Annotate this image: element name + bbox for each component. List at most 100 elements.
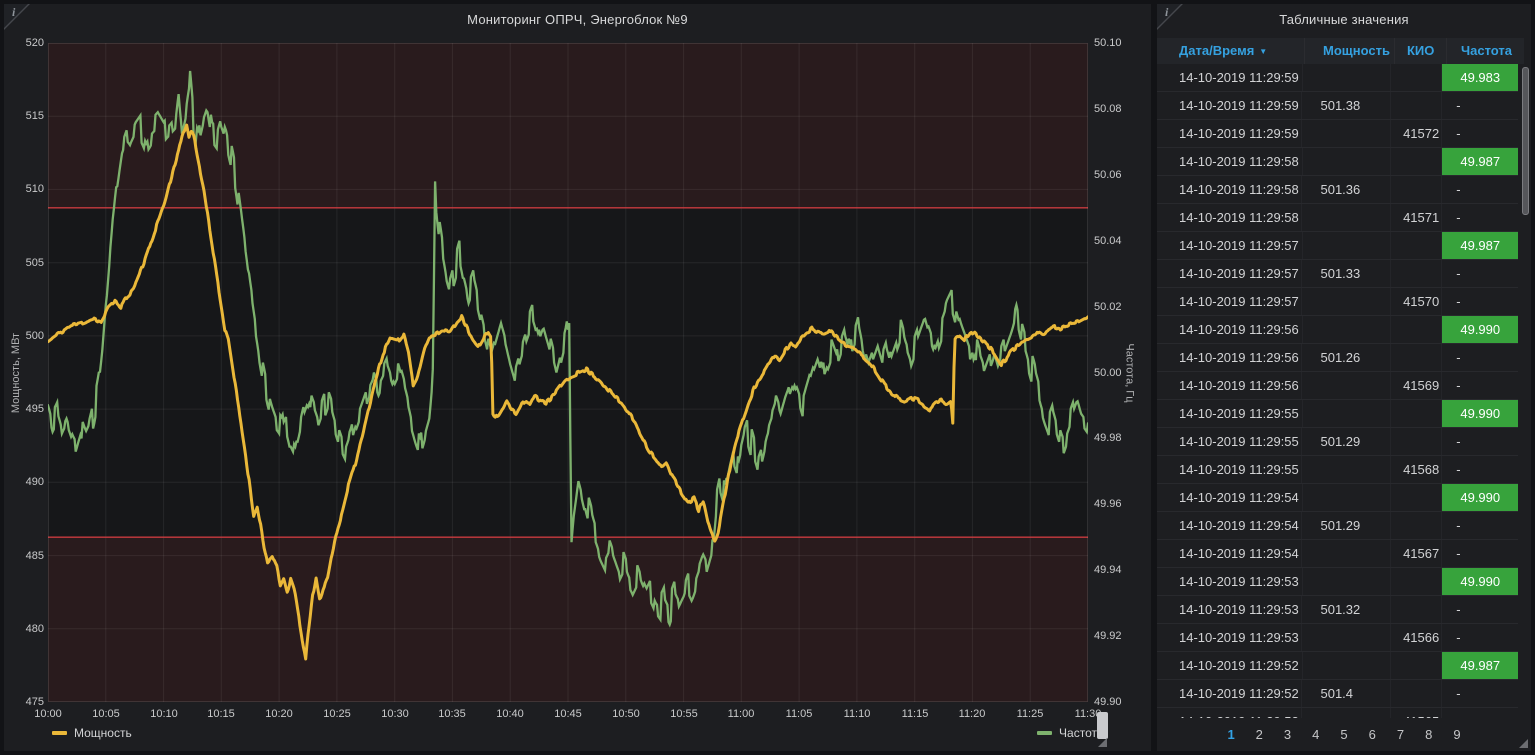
- timeseries-plot[interactable]: [48, 43, 1088, 702]
- table-row: 14-10-2019 11:29:56501.26-: [1157, 344, 1518, 372]
- cell-frequency: -: [1442, 512, 1518, 539]
- cell-kio: [1391, 260, 1442, 287]
- y-axis-left-tick-label: 495: [6, 403, 44, 415]
- y-axis-right-tick-label: 49.94: [1094, 564, 1140, 576]
- chart-panel-title[interactable]: Мониторинг ОПРЧ, Энергоблок №9: [4, 12, 1151, 27]
- cell-frequency-highlighted: 49.983: [1442, 64, 1518, 91]
- cell-power: [1302, 540, 1391, 567]
- grafana-dashboard: i Мониторинг ОПРЧ, Энергоблок №9 Мощност…: [0, 0, 1535, 755]
- cell-frequency: -: [1442, 176, 1518, 203]
- table-row: 14-10-2019 11:29:5741570-: [1157, 288, 1518, 316]
- cell-power: 501.4: [1302, 680, 1391, 707]
- cell-kio: [1391, 512, 1442, 539]
- table-scrollbar-track[interactable]: [1521, 64, 1530, 726]
- legend-label-frequency: Частот: [1059, 726, 1097, 740]
- table-row: 14-10-2019 11:29:52501.4-: [1157, 680, 1518, 708]
- legend-item-frequency[interactable]: Частот: [1037, 726, 1097, 740]
- y-axis-left-tick-label: 480: [6, 623, 44, 635]
- table-row: 14-10-2019 11:29:5249.987: [1157, 652, 1518, 680]
- cell-power: 501.32: [1302, 596, 1391, 623]
- x-axis-tick-label: 11:15: [893, 708, 937, 720]
- table-row: 14-10-2019 11:29:55 41568-: [1157, 456, 1518, 484]
- y-axis-right-tick-label: 50.00: [1094, 367, 1140, 379]
- pagination-page-7[interactable]: 7: [1397, 727, 1404, 742]
- column-header-power[interactable]: Мощность: [1305, 38, 1395, 64]
- x-axis-tick-label: 11:10: [835, 708, 879, 720]
- table-row: 14-10-2019 11:29:5349.990: [1157, 568, 1518, 596]
- table-panel: i Табличные значения Дата/Время▼ Мощност…: [1157, 4, 1531, 751]
- table-row: 14-10-2019 11:29:5949.983: [1157, 64, 1518, 92]
- cell-kio: [1391, 64, 1442, 91]
- cell-frequency-highlighted: 49.987: [1442, 232, 1518, 259]
- pagination-page-3[interactable]: 3: [1284, 727, 1291, 742]
- cell-kio: 41568: [1391, 456, 1442, 483]
- column-header-frequency[interactable]: Частота: [1447, 38, 1524, 64]
- cell-datetime: 14-10-2019 11:29:55: [1157, 428, 1302, 455]
- column-header-datetime[interactable]: Дата/Время▼: [1157, 38, 1305, 64]
- cell-kio: [1391, 428, 1442, 455]
- y-axis-left-tick-label: 500: [6, 330, 44, 342]
- table-panel-resize-handle[interactable]: [1519, 739, 1528, 748]
- cell-kio: [1391, 596, 1442, 623]
- cell-power: [1302, 624, 1391, 651]
- cell-frequency-highlighted: 49.990: [1442, 316, 1518, 343]
- cell-frequency-highlighted: 49.990: [1442, 400, 1518, 427]
- pagination-page-4[interactable]: 4: [1312, 727, 1319, 742]
- cell-frequency: -: [1442, 680, 1518, 707]
- pagination-page-1[interactable]: 1: [1227, 727, 1234, 742]
- x-axis-tick-label: 10:35: [430, 708, 474, 720]
- cell-datetime: 14-10-2019 11:29:55: [1157, 456, 1302, 483]
- cell-datetime: 14-10-2019 11:29:57: [1157, 232, 1303, 259]
- y-axis-right-tick-label: 49.92: [1094, 630, 1140, 642]
- pagination-page-8[interactable]: 8: [1425, 727, 1432, 742]
- sort-desc-icon: ▼: [1259, 47, 1267, 56]
- y-axis-right-tick-label: 49.96: [1094, 498, 1140, 510]
- cell-power: [1303, 64, 1392, 91]
- cell-frequency: -: [1442, 260, 1518, 287]
- cell-kio: [1391, 232, 1442, 259]
- table-row: 14-10-2019 11:29:5849.987: [1157, 148, 1518, 176]
- cell-frequency-highlighted: 49.990: [1442, 568, 1518, 595]
- legend-item-power[interactable]: Мощность: [52, 726, 132, 740]
- cell-kio: 41567: [1391, 540, 1442, 567]
- cell-datetime: 14-10-2019 11:29:58: [1157, 148, 1303, 175]
- cell-kio: 41571: [1391, 204, 1442, 231]
- cell-frequency-highlighted: 49.987: [1442, 652, 1518, 679]
- pagination-page-5[interactable]: 5: [1340, 727, 1347, 742]
- table-row: 14-10-2019 11:29:59501.38-: [1157, 92, 1518, 120]
- table-row: 14-10-2019 11:29:53501.32-: [1157, 596, 1518, 624]
- cell-power: [1303, 400, 1392, 427]
- table-row: 14-10-2019 11:29:57 49.987: [1157, 232, 1518, 260]
- table-panel-title[interactable]: Табличные значения: [1157, 12, 1531, 27]
- cell-power: [1302, 456, 1391, 483]
- cell-datetime: 14-10-2019 11:29:58: [1157, 176, 1302, 203]
- pagination-page-6[interactable]: 6: [1369, 727, 1376, 742]
- pagination-page-9[interactable]: 9: [1453, 727, 1460, 742]
- column-header-kio[interactable]: КИО: [1395, 38, 1447, 64]
- cell-frequency: -: [1442, 288, 1518, 315]
- cell-power: 501.36: [1302, 176, 1391, 203]
- cell-kio: [1391, 92, 1442, 119]
- cell-power: [1303, 484, 1392, 511]
- cell-datetime: 14-10-2019 11:29:56: [1157, 344, 1302, 371]
- cell-kio: [1391, 484, 1442, 511]
- table-row: 14-10-2019 11:29:5441567-: [1157, 540, 1518, 568]
- cell-power: 501.29: [1302, 428, 1391, 455]
- cell-kio: 41569: [1391, 372, 1442, 399]
- pagination-page-2[interactable]: 2: [1256, 727, 1263, 742]
- cell-frequency: -: [1442, 92, 1518, 119]
- cell-power: [1302, 204, 1391, 231]
- table-row: 14-10-2019 11:29:5941572-: [1157, 120, 1518, 148]
- cell-kio: [1391, 316, 1442, 343]
- table-scrollbar-thumb[interactable]: [1522, 67, 1529, 215]
- cell-frequency: -: [1442, 540, 1518, 567]
- cell-kio: [1391, 568, 1442, 595]
- chart-panel-resize-handle[interactable]: [1098, 738, 1107, 747]
- legend-scrollbar-thumb[interactable]: [1097, 712, 1108, 739]
- cell-datetime: 14-10-2019 11:29:59: [1157, 120, 1302, 147]
- cell-frequency: -: [1442, 624, 1518, 651]
- frequency-series-color-dash: [1037, 731, 1052, 735]
- cell-frequency: -: [1442, 456, 1518, 483]
- cell-datetime: 14-10-2019 11:29:59: [1157, 92, 1302, 119]
- table-row: 14-10-2019 11:29:57501.33-: [1157, 260, 1518, 288]
